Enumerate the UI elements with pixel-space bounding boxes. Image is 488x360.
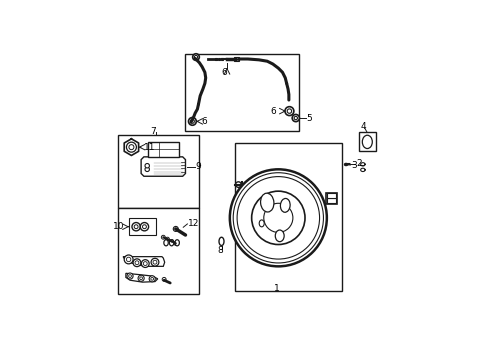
Ellipse shape xyxy=(259,220,264,227)
Text: 9: 9 xyxy=(195,162,201,171)
Polygon shape xyxy=(125,273,158,282)
Circle shape xyxy=(161,235,165,239)
Bar xyxy=(235,143,342,291)
Circle shape xyxy=(128,275,131,278)
Text: 6: 6 xyxy=(201,117,206,126)
Text: 2: 2 xyxy=(355,159,361,168)
Circle shape xyxy=(235,182,241,187)
Circle shape xyxy=(162,278,166,281)
Circle shape xyxy=(173,242,177,245)
Circle shape xyxy=(293,116,297,120)
Bar xyxy=(221,58,222,60)
Ellipse shape xyxy=(169,240,173,246)
Bar xyxy=(326,198,335,203)
Bar xyxy=(233,57,239,61)
Ellipse shape xyxy=(362,135,371,149)
Circle shape xyxy=(140,222,148,231)
Circle shape xyxy=(151,258,159,266)
Polygon shape xyxy=(123,257,164,266)
Bar xyxy=(117,135,199,208)
Bar xyxy=(117,208,199,294)
Bar xyxy=(326,193,335,198)
Ellipse shape xyxy=(163,240,168,246)
Circle shape xyxy=(286,109,291,113)
Circle shape xyxy=(135,261,139,265)
Circle shape xyxy=(150,278,153,280)
Text: 12: 12 xyxy=(187,219,199,228)
Circle shape xyxy=(126,142,136,152)
Circle shape xyxy=(149,276,155,282)
Circle shape xyxy=(194,55,197,59)
Circle shape xyxy=(263,203,292,233)
Circle shape xyxy=(145,167,149,172)
Circle shape xyxy=(134,225,138,229)
Circle shape xyxy=(165,237,169,241)
Circle shape xyxy=(129,145,134,150)
Ellipse shape xyxy=(175,240,179,246)
Circle shape xyxy=(229,169,326,266)
Ellipse shape xyxy=(275,230,284,242)
Bar xyxy=(218,58,220,60)
Circle shape xyxy=(143,262,147,266)
Circle shape xyxy=(169,239,173,243)
Text: 8: 8 xyxy=(217,246,223,255)
Circle shape xyxy=(133,259,141,267)
Circle shape xyxy=(285,107,293,116)
Text: 11: 11 xyxy=(144,143,156,152)
Bar xyxy=(185,54,299,131)
Circle shape xyxy=(124,255,133,264)
Circle shape xyxy=(142,225,146,229)
Circle shape xyxy=(141,260,149,267)
Polygon shape xyxy=(141,157,185,176)
Circle shape xyxy=(138,275,144,281)
Text: 6: 6 xyxy=(270,107,276,116)
Circle shape xyxy=(237,177,319,259)
Ellipse shape xyxy=(219,237,224,246)
Circle shape xyxy=(292,114,299,122)
Circle shape xyxy=(190,120,194,123)
Bar xyxy=(148,141,178,157)
Text: 4: 4 xyxy=(360,122,366,131)
Text: 6: 6 xyxy=(221,68,226,77)
Circle shape xyxy=(188,117,196,125)
Text: 7: 7 xyxy=(150,127,156,136)
Bar xyxy=(129,219,155,235)
Circle shape xyxy=(233,173,323,263)
Circle shape xyxy=(140,277,142,280)
Circle shape xyxy=(251,191,305,244)
Text: 3: 3 xyxy=(350,161,356,170)
Circle shape xyxy=(126,257,131,262)
Ellipse shape xyxy=(260,193,273,212)
Circle shape xyxy=(153,260,157,264)
Circle shape xyxy=(145,163,149,168)
Circle shape xyxy=(173,226,178,231)
Circle shape xyxy=(127,273,133,279)
Circle shape xyxy=(132,222,140,231)
Bar xyxy=(325,193,336,204)
Bar xyxy=(215,58,217,60)
Text: 10: 10 xyxy=(113,222,124,231)
Text: 1: 1 xyxy=(274,284,280,293)
Circle shape xyxy=(192,54,199,60)
Bar xyxy=(358,132,375,151)
Ellipse shape xyxy=(280,198,289,212)
Text: 5: 5 xyxy=(306,113,312,122)
